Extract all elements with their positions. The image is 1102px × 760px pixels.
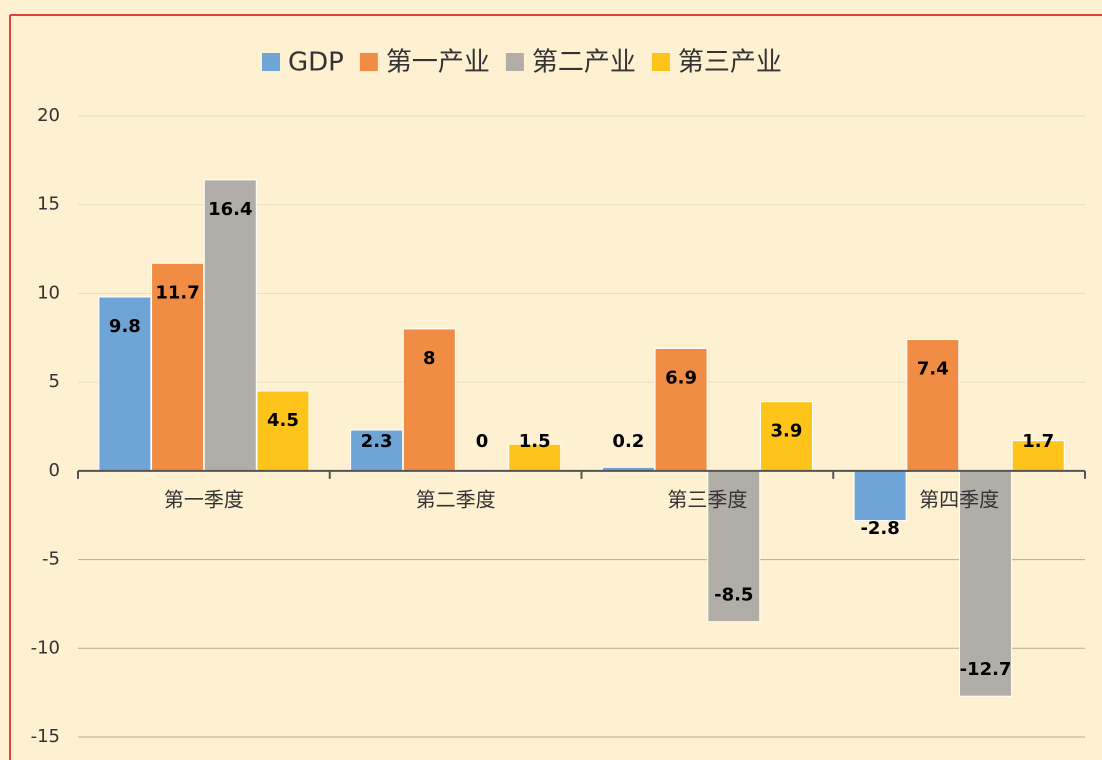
bar (759, 401, 813, 472)
bar (959, 470, 1013, 697)
y-tick-label: 5 (49, 371, 60, 392)
value-label: 11.7 (155, 282, 199, 303)
x-tick-label: 第二季度 (416, 487, 496, 511)
bar (654, 347, 708, 472)
x-tick-label: 第三季度 (667, 487, 747, 511)
value-label: 0.2 (612, 431, 644, 452)
legend-swatch (651, 53, 670, 71)
value-label: 8 (423, 348, 436, 369)
x-tick-label: 第四季度 (919, 487, 999, 511)
legend-label: GDP (288, 48, 344, 78)
bar (98, 296, 152, 472)
bar (350, 429, 404, 472)
value-label: 9.8 (109, 316, 141, 337)
value-label: 16.4 (208, 199, 252, 220)
legend-label: 第一产业 (386, 48, 490, 78)
value-label: 0 (476, 431, 489, 452)
x-tick-label: 第一季度 (164, 487, 244, 511)
bar (906, 339, 960, 472)
y-tick-label: -5 (42, 549, 60, 570)
bar (1011, 440, 1065, 472)
value-label: 1.7 (1022, 431, 1054, 452)
y-tick-label: 10 (37, 282, 60, 303)
value-label: 3.9 (771, 421, 803, 442)
y-tick-label: -15 (31, 726, 60, 747)
legend-label: 第二产业 (532, 48, 636, 78)
y-tick-label: 0 (49, 460, 60, 481)
bar (707, 470, 761, 623)
bar (256, 390, 310, 472)
bar (853, 470, 907, 522)
legend-swatch (505, 53, 524, 71)
value-label: 1.5 (519, 431, 551, 452)
value-label: 7.4 (917, 359, 949, 380)
y-tick-label: 20 (37, 105, 60, 126)
value-label: 4.5 (267, 410, 299, 431)
value-label: -2.8 (860, 518, 899, 539)
value-label: -8.5 (714, 585, 753, 606)
value-label: 2.3 (361, 431, 393, 452)
legend-label: 第三产业 (678, 48, 782, 78)
y-tick-label: -10 (31, 637, 60, 658)
bar (203, 179, 257, 472)
y-tick-label: 15 (37, 194, 60, 215)
value-label: 6.9 (665, 367, 697, 388)
bar (402, 328, 456, 472)
bar (151, 262, 205, 472)
legend-swatch (262, 53, 280, 71)
value-label: -12.7 (960, 659, 1012, 680)
bar (508, 443, 562, 472)
legend-swatch (359, 53, 378, 71)
